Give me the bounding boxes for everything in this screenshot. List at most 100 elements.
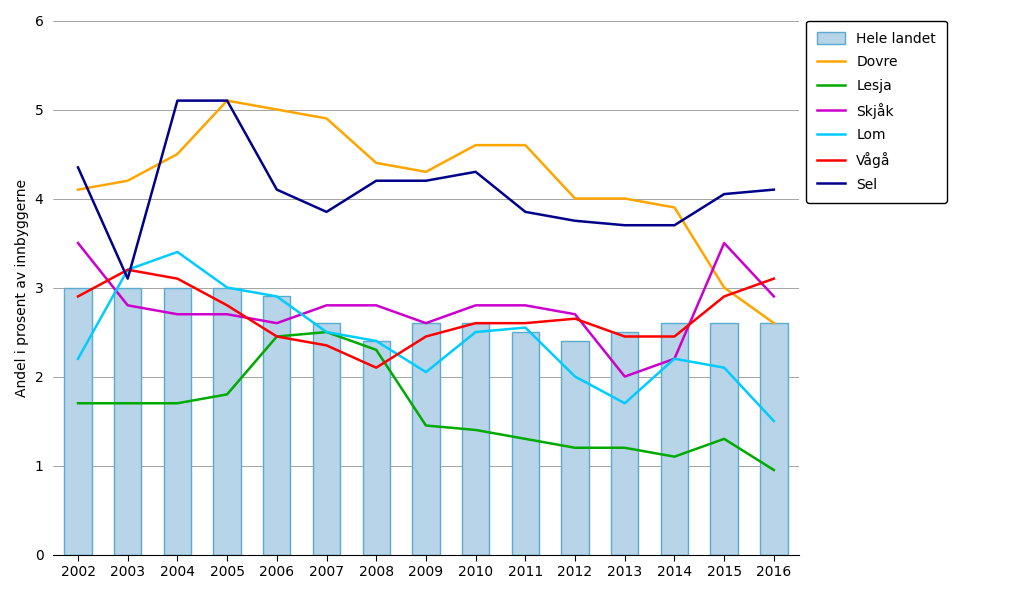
Line: Vågå: Vågå [78, 270, 774, 368]
Skjåk [718, 239, 730, 247]
Lesja [221, 391, 233, 398]
Lom [72, 355, 84, 362]
Dovre [370, 159, 382, 166]
Sel [72, 164, 84, 171]
Bar [65, 287, 92, 555]
Bar [561, 341, 589, 555]
Lesja [122, 400, 134, 407]
Lesja [270, 333, 283, 340]
Bar [611, 332, 638, 555]
Bar [512, 332, 539, 555]
Skjåk [370, 302, 382, 309]
Lesja [618, 444, 631, 451]
Skjåk [768, 293, 780, 300]
Lesja [370, 346, 382, 353]
Y-axis label: Andel i prosent av innbyggerne: Andel i prosent av innbyggerne [15, 179, 29, 397]
Dovre [569, 195, 582, 202]
Lesja [321, 328, 333, 336]
Dovre [122, 177, 134, 184]
Skjåk [569, 311, 582, 318]
Bar [213, 287, 241, 555]
Skjåk [321, 302, 333, 309]
Skjåk [122, 302, 134, 309]
Dovre [519, 141, 531, 148]
Bar [660, 323, 688, 555]
Sel [370, 177, 382, 184]
Bar [760, 323, 787, 555]
Vågå [321, 342, 333, 349]
Lom [618, 400, 631, 407]
Sel [718, 191, 730, 198]
Dovre [718, 284, 730, 291]
Sel [469, 168, 481, 175]
Dovre [270, 106, 283, 113]
Skjåk [221, 311, 233, 318]
Vågå [569, 315, 582, 323]
Vågå [618, 333, 631, 340]
Lom [122, 266, 134, 273]
Lesja [718, 435, 730, 443]
Lesja [569, 444, 582, 451]
Legend: Hele landet, Dovre, Lesja, Skjåk, Lom, Vågå, Sel: Hele landet, Dovre, Lesja, Skjåk, Lom, V… [806, 21, 947, 203]
Sel [270, 186, 283, 193]
Vågå [171, 275, 183, 282]
Lesja [768, 466, 780, 473]
Dovre [669, 204, 681, 211]
Sel [519, 208, 531, 216]
Lesja [420, 422, 432, 429]
Lom [669, 355, 681, 362]
Lom [569, 373, 582, 380]
Line: Lesja: Lesja [78, 332, 774, 470]
Bar [114, 287, 141, 555]
Dovre [221, 97, 233, 104]
Lom [171, 248, 183, 255]
Dovre [171, 150, 183, 157]
Skjåk [171, 311, 183, 318]
Line: Sel: Sel [78, 100, 774, 279]
Bar [462, 323, 489, 555]
Lesja [171, 400, 183, 407]
Lesja [72, 400, 84, 407]
Sel [618, 222, 631, 229]
Lom [321, 328, 333, 336]
Dovre [420, 168, 432, 175]
Bar [263, 296, 291, 555]
Dovre [469, 141, 481, 148]
Skjåk [669, 355, 681, 362]
Bar [164, 287, 191, 555]
Dovre [321, 115, 333, 122]
Vågå [370, 364, 382, 371]
Dovre [768, 320, 780, 327]
Bar [711, 323, 738, 555]
Skjåk [519, 302, 531, 309]
Vågå [122, 266, 134, 273]
Lom [420, 368, 432, 375]
Lom [221, 284, 233, 291]
Lom [519, 324, 531, 331]
Vågå [221, 302, 233, 309]
Lom [370, 337, 382, 345]
Lesja [469, 426, 481, 434]
Skjåk [420, 320, 432, 327]
Skjåk [270, 320, 283, 327]
Lesja [669, 453, 681, 460]
Bar [313, 323, 340, 555]
Line: Skjåk: Skjåk [78, 243, 774, 377]
Sel [221, 97, 233, 104]
Vågå [519, 320, 531, 327]
Vågå [669, 333, 681, 340]
Lom [469, 328, 481, 336]
Bar [362, 341, 390, 555]
Lom [768, 418, 780, 425]
Line: Dovre: Dovre [78, 100, 774, 323]
Skjåk [72, 239, 84, 247]
Sel [768, 186, 780, 193]
Skjåk [618, 373, 631, 380]
Skjåk [469, 302, 481, 309]
Sel [171, 97, 183, 104]
Sel [569, 217, 582, 225]
Lom [270, 293, 283, 300]
Vågå [420, 333, 432, 340]
Bar [413, 323, 439, 555]
Vågå [469, 320, 481, 327]
